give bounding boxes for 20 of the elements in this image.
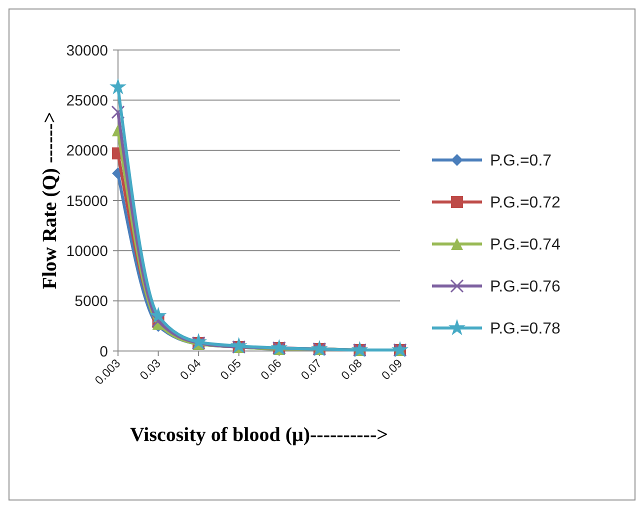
x-tick-label: 0.08 <box>338 356 366 383</box>
y-tick-label: 5000 <box>74 293 108 310</box>
y-tick-label: 20000 <box>66 142 108 160</box>
x-axis-title: Viscosity of blood (μ)----------> <box>130 424 388 446</box>
x-tick-label: 0.04 <box>177 356 204 383</box>
y-tick-label: 0 <box>100 343 108 360</box>
y-tick-label: 30000 <box>66 42 108 60</box>
y-tick-label: 15000 <box>66 192 108 210</box>
y-tick-label: 25000 <box>66 92 108 110</box>
legend-label: P.G.=0.72 <box>490 194 561 212</box>
x-tick-label: 0.06 <box>258 356 284 383</box>
legend-label: P.G.=0.78 <box>490 320 561 338</box>
y-tick-label: 10000 <box>66 242 108 260</box>
legend-label: P.G.=0.7 <box>490 152 552 170</box>
x-tick-label: 0.09 <box>378 356 406 383</box>
x-tick-label: 0.05 <box>218 356 244 383</box>
y-axis-title: Flow Rate (Q) ------> <box>39 112 61 290</box>
legend-label: P.G.=0.76 <box>490 278 561 296</box>
x-tick-label: 0.03 <box>136 356 164 383</box>
legend-label: P.G.=0.74 <box>490 236 561 254</box>
